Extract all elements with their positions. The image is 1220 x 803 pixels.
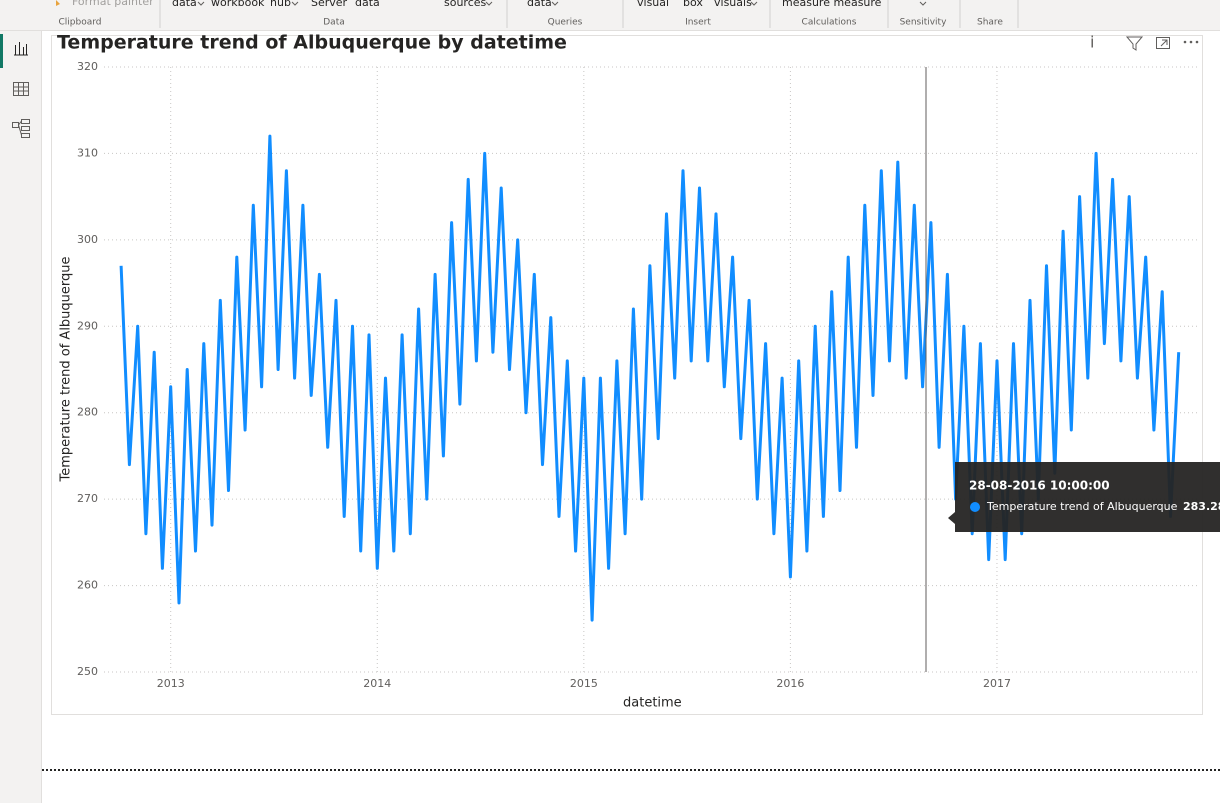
ribbon-group-label: Data [323,18,345,28]
active-indicator [0,34,3,68]
ribbon-button[interactable]: measure measure [782,0,882,9]
x-tick-label: 2013 [157,677,185,690]
ribbon-button[interactable]: Server [311,0,348,9]
more-options-icon[interactable] [1183,40,1199,44]
ribbon-group-label: Clipboard [59,18,102,28]
report-view-icon[interactable] [14,42,28,56]
ribbon-group-label: Share [977,18,1003,28]
ribbon-button[interactable]: data [172,0,197,9]
tooltip: 28-08-2016 10:00:00 Temperature trend of… [948,462,1220,532]
left-nav [0,31,41,803]
ribbon-group-label: Queries [548,18,583,28]
y-tick-label: 310 [77,146,98,159]
ribbon-group-label: Calculations [802,18,857,28]
ribbon [0,0,1220,30]
tooltip-series: Temperature trend of Albuquerque [986,500,1178,513]
y-tick-label: 280 [77,406,98,419]
x-tick-label: 2015 [570,677,598,690]
tooltip-date: 28-08-2016 10:00:00 [969,479,1110,493]
y-tick-label: 300 [77,233,98,246]
x-tick-label: 2016 [776,677,804,690]
dropdown-chevrons [197,1,927,6]
ribbon-button[interactable]: data [355,0,380,9]
focus-mode-icon[interactable] [1156,37,1170,49]
format-painter-icon[interactable] [56,0,60,6]
ribbon-button[interactable]: visual [637,0,669,9]
info-icon[interactable]: i [1090,33,1094,52]
model-view-icon[interactable] [12,119,30,138]
tooltip-value: 283.28 [1183,500,1220,513]
filter-icon[interactable] [1125,36,1144,51]
y-tick-label: 270 [77,492,98,505]
y-tick-label: 320 [77,60,98,73]
chart-title: Temperature trend of Albuquerque by date… [57,32,567,54]
tooltip-box [948,462,1220,532]
ribbon-button[interactable]: workbook [211,0,265,9]
y-tick-label: 250 [77,665,98,678]
data-view-icon[interactable] [13,82,29,96]
x-tick-label: 2017 [983,677,1011,690]
x-tick-label: 2014 [363,677,391,690]
ribbon-group-label: Sensitivity [900,18,948,28]
ribbon-button[interactable]: visuals [714,0,752,9]
ribbon-button[interactable]: box [683,0,703,9]
y-tick-label: 290 [77,319,98,332]
ribbon-button[interactable]: Format painter [72,0,154,8]
ribbon-button[interactable]: sources [444,0,487,9]
y-tick-label: 260 [77,579,98,592]
ribbon-button[interactable]: data [527,0,552,9]
ribbon-group-label: Insert [685,18,711,28]
y-axis-title: Temperature trend of Albuquerque [59,256,74,482]
ribbon-button[interactable]: hub [270,0,291,9]
x-axis-title: datetime [623,696,682,711]
tooltip-legend-dot [970,502,980,512]
ribbon-separators [159,0,1019,28]
